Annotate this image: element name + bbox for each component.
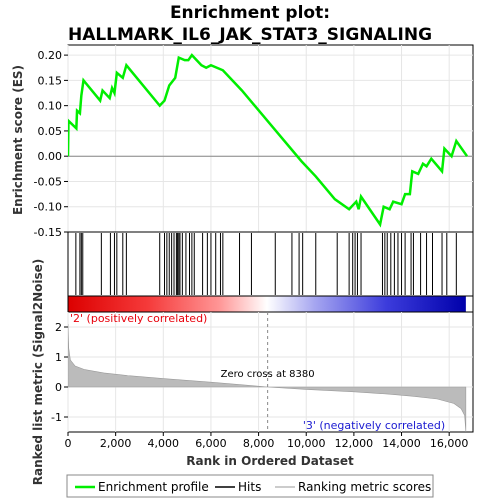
x-tick-label: 4,000 — [148, 437, 180, 450]
x-tick-label: 16,000 — [430, 437, 469, 450]
es-y-tick-label: -0.05 — [34, 175, 62, 188]
metric-y-tick-label: -1 — [51, 411, 62, 424]
es-y-axis-label: Enrichment score (ES) — [11, 65, 25, 215]
legend-frame — [66, 474, 434, 498]
x-tick-label: 10,000 — [287, 437, 326, 450]
es-y-tick-label: 0.00 — [38, 150, 63, 163]
zero-cross-label: Zero cross at 8380 — [221, 369, 315, 380]
negative-correlation-label: '3' (negatively correlated) — [303, 419, 445, 432]
es-y-tick-label: 0.20 — [38, 49, 63, 62]
x-tick-label: 2,000 — [100, 437, 132, 450]
positive-correlation-label: '2' (positively correlated) — [70, 312, 207, 325]
x-tick-label: 12,000 — [335, 437, 374, 450]
es-panel-frame — [67, 44, 474, 233]
es-y-tick-label: -0.15 — [34, 226, 62, 239]
legend-label-hits: Hits — [238, 480, 261, 494]
metric-y-tick-label: 2 — [55, 321, 62, 334]
chart-title-line2: HALLMARK_IL6_JAK_STAT3_SIGNALING — [68, 25, 432, 45]
metric-panel-frame — [67, 311, 474, 433]
legend-label-enrichment: Enrichment profile — [98, 480, 209, 494]
es-y-tick-label: 0.05 — [38, 125, 63, 138]
ranking-color-bar — [68, 296, 466, 312]
legend: Enrichment profile Hits Ranking metric s… — [66, 474, 434, 498]
metric-y-axis-label: Ranked list metric (Signal2Noise) — [31, 259, 45, 486]
x-tick-label: 8,000 — [243, 437, 275, 450]
es-profile-line — [68, 53, 469, 228]
es-panel: -0.15 -0.10 -0.05 0.00 0.05 0.10 0.15 0.20 — [34, 44, 474, 239]
x-tick-label: 14,000 — [382, 437, 421, 450]
hits-panel-frame — [67, 231, 474, 297]
hits-panel — [67, 231, 474, 297]
x-tick-label: 0 — [65, 437, 72, 450]
es-y-tick-label: -0.10 — [34, 201, 62, 214]
metric-y-tick-label: 1 — [55, 351, 62, 364]
x-axis-label: Rank in Ordered Dataset — [186, 454, 354, 468]
metric-y-tick-label: 0 — [55, 381, 62, 394]
es-y-tick-label: 0.15 — [38, 74, 63, 87]
legend-label-metric: Ranking metric scores — [298, 480, 431, 494]
chart-title-line1: Enrichment plot: — [170, 3, 330, 23]
es-y-tick-label: 0.10 — [38, 100, 63, 113]
x-tick-label: 6,000 — [195, 437, 227, 450]
